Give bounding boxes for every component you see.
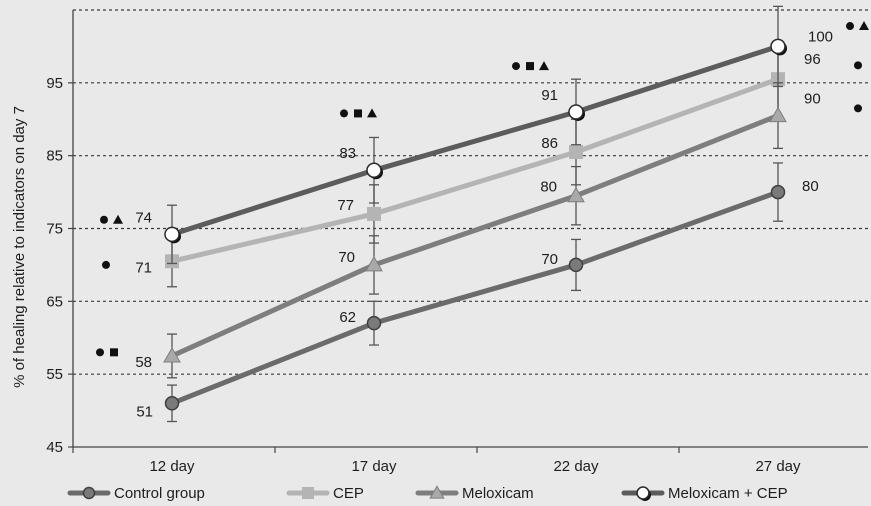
legend-item: Meloxicam + CEP	[621, 485, 788, 502]
sig-circle-icon	[340, 109, 348, 118]
data-point	[366, 315, 382, 331]
y-tick-label: 95	[46, 75, 63, 92]
legend-item: Meloxicam	[415, 485, 534, 502]
data-point	[164, 396, 180, 411]
data-label: 100	[808, 28, 833, 45]
sig-circle-icon	[854, 104, 862, 113]
significance-marker	[854, 104, 862, 113]
sig-square-icon	[526, 62, 534, 71]
data-label: 90	[804, 91, 821, 108]
data-label: 70	[541, 251, 558, 268]
data-label: 71	[135, 259, 152, 276]
data-label: 86	[541, 135, 558, 152]
series-control-group	[164, 162, 786, 423]
legend-label: Meloxicam + CEP	[668, 485, 788, 502]
y-tick-label: 55	[46, 366, 63, 383]
significance-marker	[512, 61, 549, 71]
x-tick-label: 27 day	[755, 458, 801, 475]
data-label: 96	[804, 51, 821, 68]
sig-circle-icon	[512, 62, 520, 71]
x-tick-label: 12 day	[149, 458, 195, 475]
sig-circle-icon	[100, 215, 108, 224]
significance-marker	[96, 348, 118, 357]
series-line	[169, 189, 781, 406]
significance-marker	[846, 21, 869, 31]
data-label: 58	[135, 354, 152, 371]
data-label: 51	[136, 403, 153, 420]
series-line	[169, 76, 781, 264]
sig-circle-icon	[846, 22, 854, 31]
data-point	[365, 255, 383, 272]
data-point	[163, 346, 181, 363]
legend-marker	[301, 486, 315, 500]
series-line	[169, 43, 781, 237]
sig-square-icon	[354, 109, 362, 118]
sig-square-icon	[110, 348, 118, 357]
legend-marker	[429, 485, 445, 499]
legend-item: Control group	[67, 485, 205, 502]
significance-marker	[854, 61, 862, 70]
data-label: 83	[339, 145, 356, 162]
data-point	[569, 145, 583, 160]
sig-circle-icon	[96, 348, 104, 357]
significance-marker	[102, 260, 110, 269]
sig-triangle-icon	[367, 108, 377, 118]
data-label: 74	[135, 209, 152, 226]
legend-label: Meloxicam	[462, 485, 534, 502]
y-tick-label: 85	[46, 148, 63, 165]
data-point	[164, 226, 180, 243]
significance-marker	[100, 214, 123, 224]
series-meloxicam-cep	[164, 5, 787, 265]
y-axis-title: % of healing relative to indicators on d…	[11, 106, 28, 388]
data-label: 77	[337, 197, 354, 214]
sig-triangle-icon	[113, 214, 123, 224]
legend-marker	[82, 486, 96, 500]
sig-circle-icon	[854, 61, 862, 70]
series-meloxicam	[163, 82, 787, 379]
legend-marker	[636, 486, 650, 500]
legend-label: CEP	[333, 485, 364, 502]
data-point	[769, 106, 787, 123]
sig-triangle-icon	[539, 61, 549, 71]
legend-label: Control group	[114, 485, 205, 502]
data-point	[770, 184, 786, 200]
data-point	[567, 186, 585, 203]
data-point	[568, 257, 584, 273]
y-tick-label: 65	[46, 293, 63, 310]
data-label: 70	[338, 249, 355, 266]
data-point	[366, 162, 382, 178]
sig-circle-icon	[102, 260, 110, 269]
data-label: 62	[339, 309, 356, 326]
x-tick-label: 17 day	[351, 458, 397, 475]
significance-marker	[340, 108, 377, 118]
x-tick-label: 22 day	[553, 458, 599, 475]
legend-item: CEP	[286, 485, 364, 502]
data-label: 80	[802, 178, 819, 195]
y-tick-label: 45	[46, 439, 63, 456]
sig-triangle-icon	[859, 21, 869, 31]
data-label: 80	[540, 179, 557, 196]
data-label: 91	[541, 87, 558, 104]
series-line	[169, 113, 781, 359]
data-point	[770, 38, 786, 55]
data-point	[568, 104, 584, 120]
y-tick-label: 75	[46, 221, 63, 238]
data-point	[367, 206, 381, 221]
